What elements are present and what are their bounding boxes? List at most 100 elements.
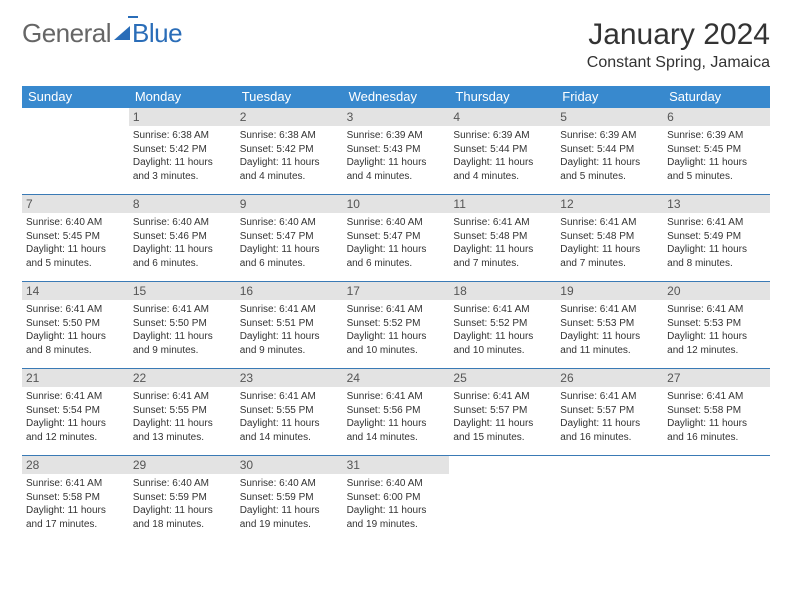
day-number: 6 (663, 108, 770, 126)
calendar-cell: 31 Sunrise: 6:40 AMSunset: 6:00 PMDayligh… (343, 456, 450, 542)
day-info: Sunrise: 6:41 AMSunset: 5:48 PMDaylight:… (560, 216, 659, 270)
day-number (22, 108, 129, 126)
month-title: January 2024 (587, 18, 770, 52)
day-info: Sunrise: 6:38 AMSunset: 5:42 PMDaylight:… (133, 129, 232, 183)
calendar-cell: 1 Sunrise: 6:38 AMSunset: 5:42 PMDaylight… (129, 108, 236, 194)
day-info: Sunrise: 6:41 AMSunset: 5:57 PMDaylight:… (560, 390, 659, 444)
calendar-cell: 10 Sunrise: 6:40 AMSunset: 5:47 PMDayligh… (343, 195, 450, 281)
calendar-cell (22, 108, 129, 194)
day-number: 26 (556, 369, 663, 387)
calendar-cell: 13 Sunrise: 6:41 AMSunset: 5:49 PMDayligh… (663, 195, 770, 281)
day-header-cell: Saturday (663, 86, 770, 108)
calendar-cell: 21Sunrise: 6:41 AMSunset: 5:54 PMDayligh… (22, 369, 129, 455)
day-number: 22 (129, 369, 236, 387)
calendar-cell: 29Sunrise: 6:40 AMSunset: 5:59 PMDayligh… (129, 456, 236, 542)
day-info: Sunrise: 6:41 AMSunset: 5:52 PMDaylight:… (347, 303, 446, 357)
calendar-cell: 23Sunrise: 6:41 AMSunset: 5:55 PMDayligh… (236, 369, 343, 455)
day-number: 18 (449, 282, 556, 300)
calendar-cell: 17 Sunrise: 6:41 AMSunset: 5:52 PMDayligh… (343, 282, 450, 368)
calendar-cell: 9Sunrise: 6:40 AMSunset: 5:47 PMDaylight… (236, 195, 343, 281)
calendar: SundayMondayTuesdayWednesdayThursdayFrid… (22, 86, 770, 542)
day-number (449, 456, 556, 474)
day-info: Sunrise: 6:41 AMSunset: 5:58 PMDaylight:… (26, 477, 125, 531)
day-info: Sunrise: 6:41 AMSunset: 5:50 PMDaylight:… (133, 303, 232, 357)
day-number: 5 (556, 108, 663, 126)
calendar-cell: 4Sunrise: 6:39 AMSunset: 5:44 PMDaylight… (449, 108, 556, 194)
logo-text-1: General (22, 18, 111, 49)
calendar-cell: 27Sunrise: 6:41 AMSunset: 5:58 PMDayligh… (663, 369, 770, 455)
day-info: Sunrise: 6:41 AMSunset: 5:55 PMDaylight:… (240, 390, 339, 444)
day-info: Sunrise: 6:41 AMSunset: 5:58 PMDaylight:… (667, 390, 766, 444)
day-number: 1 (129, 108, 236, 126)
day-info: Sunrise: 6:41 AMSunset: 5:55 PMDaylight:… (133, 390, 232, 444)
day-number: 14 (22, 282, 129, 300)
header: General Blue January 2024 Constant Sprin… (22, 18, 770, 72)
calendar-week: 14Sunrise: 6:41 AMSunset: 5:50 PMDayligh… (22, 282, 770, 369)
day-header-cell: Thursday (449, 86, 556, 108)
logo: General Blue (22, 18, 182, 49)
day-info: Sunrise: 6:41 AMSunset: 5:48 PMDaylight:… (453, 216, 552, 270)
day-info: Sunrise: 6:41 AMSunset: 5:52 PMDaylight:… (453, 303, 552, 357)
calendar-cell: 12 Sunrise: 6:41 AMSunset: 5:48 PMDayligh… (556, 195, 663, 281)
day-info: Sunrise: 6:40 AMSunset: 5:46 PMDaylight:… (133, 216, 232, 270)
day-number: 10 (343, 195, 450, 213)
day-info: Sunrise: 6:38 AMSunset: 5:42 PMDaylight:… (240, 129, 339, 183)
day-number: 13 (663, 195, 770, 213)
day-number: 9 (236, 195, 343, 213)
day-number: 19 (556, 282, 663, 300)
calendar-cell: 11 Sunrise: 6:41 AMSunset: 5:48 PMDayligh… (449, 195, 556, 281)
day-number: 24 (343, 369, 450, 387)
day-number: 12 (556, 195, 663, 213)
day-info: Sunrise: 6:41 AMSunset: 5:50 PMDaylight:… (26, 303, 125, 357)
day-number: 16 (236, 282, 343, 300)
day-number (556, 456, 663, 474)
day-number: 21 (22, 369, 129, 387)
calendar-cell (556, 456, 663, 542)
day-number: 31 (343, 456, 450, 474)
day-info: Sunrise: 6:41 AMSunset: 5:51 PMDaylight:… (240, 303, 339, 357)
calendar-cell: 15 Sunrise: 6:41 AMSunset: 5:50 PMDayligh… (129, 282, 236, 368)
calendar-week: 1Sunrise: 6:38 AMSunset: 5:42 PMDaylight… (22, 108, 770, 195)
day-number: 30 (236, 456, 343, 474)
day-number: 2 (236, 108, 343, 126)
day-number: 11 (449, 195, 556, 213)
calendar-cell: 24 Sunrise: 6:41 AMSunset: 5:56 PMDayligh… (343, 369, 450, 455)
day-info: Sunrise: 6:40 AMSunset: 6:00 PMDaylight:… (347, 477, 446, 531)
day-info: Sunrise: 6:39 AMSunset: 5:44 PMDaylight:… (560, 129, 659, 183)
calendar-week: 21Sunrise: 6:41 AMSunset: 5:54 PMDayligh… (22, 369, 770, 456)
calendar-cell: 5 Sunrise: 6:39 AMSunset: 5:44 PMDaylight… (556, 108, 663, 194)
day-info: Sunrise: 6:39 AMSunset: 5:43 PMDaylight:… (347, 129, 446, 183)
sail-icon (114, 26, 130, 40)
day-info: Sunrise: 6:40 AMSunset: 5:45 PMDaylight:… (26, 216, 125, 270)
day-info: Sunrise: 6:41 AMSunset: 5:53 PMDaylight:… (667, 303, 766, 357)
day-number: 8 (129, 195, 236, 213)
day-header-cell: Monday (129, 86, 236, 108)
day-header-cell: Tuesday (236, 86, 343, 108)
day-number: 20 (663, 282, 770, 300)
calendar-week: 28 Sunrise: 6:41 AMSunset: 5:58 PMDayligh… (22, 456, 770, 542)
calendar-cell: 6Sunrise: 6:39 AMSunset: 5:45 PMDaylight… (663, 108, 770, 194)
calendar-cell: 25 Sunrise: 6:41 AMSunset: 5:57 PMDayligh… (449, 369, 556, 455)
calendar-week: 7 Sunrise: 6:40 AMSunset: 5:45 PMDaylight… (22, 195, 770, 282)
day-number: 25 (449, 369, 556, 387)
calendar-cell: 14 Sunrise: 6:41 AMSunset: 5:50 PMDayligh… (22, 282, 129, 368)
calendar-cell: 20 Sunrise: 6:41 AMSunset: 5:53 PMDayligh… (663, 282, 770, 368)
calendar-cell: 8 Sunrise: 6:40 AMSunset: 5:46 PMDaylight… (129, 195, 236, 281)
day-info: Sunrise: 6:40 AMSunset: 5:47 PMDaylight:… (347, 216, 446, 270)
day-info: Sunrise: 6:41 AMSunset: 5:49 PMDaylight:… (667, 216, 766, 270)
day-header-row: SundayMondayTuesdayWednesdayThursdayFrid… (22, 86, 770, 108)
day-info: Sunrise: 6:41 AMSunset: 5:56 PMDaylight:… (347, 390, 446, 444)
day-info: Sunrise: 6:39 AMSunset: 5:44 PMDaylight:… (453, 129, 552, 183)
calendar-cell (663, 456, 770, 542)
day-number: 7 (22, 195, 129, 213)
day-number: 28 (22, 456, 129, 474)
day-number (663, 456, 770, 474)
calendar-cell: 7 Sunrise: 6:40 AMSunset: 5:45 PMDaylight… (22, 195, 129, 281)
day-number: 29 (129, 456, 236, 474)
calendar-cell: 3Sunrise: 6:39 AMSunset: 5:43 PMDaylight… (343, 108, 450, 194)
day-info: Sunrise: 6:41 AMSunset: 5:57 PMDaylight:… (453, 390, 552, 444)
day-number: 15 (129, 282, 236, 300)
day-header-cell: Friday (556, 86, 663, 108)
day-number: 17 (343, 282, 450, 300)
calendar-cell: 19Sunrise: 6:41 AMSunset: 5:53 PMDayligh… (556, 282, 663, 368)
